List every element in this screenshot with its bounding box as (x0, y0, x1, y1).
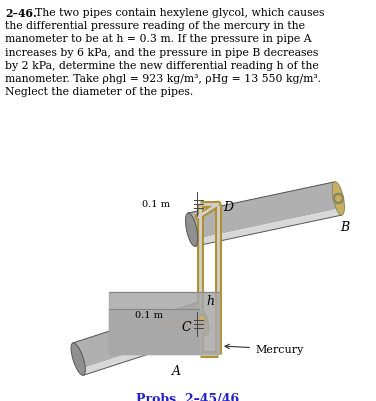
Text: h: h (206, 294, 214, 307)
Circle shape (333, 194, 343, 204)
Text: Probs. 2–45/46: Probs. 2–45/46 (136, 392, 240, 401)
Text: A: A (172, 365, 181, 378)
Text: 0.1 m: 0.1 m (135, 311, 163, 320)
Text: the differential pressure reading of the mercury in the: the differential pressure reading of the… (5, 21, 305, 31)
Polygon shape (81, 329, 207, 375)
Text: C: C (181, 321, 191, 334)
Text: 2–46.: 2–46. (5, 8, 37, 19)
Circle shape (197, 314, 207, 324)
Text: Mercury: Mercury (225, 344, 303, 354)
Text: by 2 kPa, determine the new differential reading h of the: by 2 kPa, determine the new differential… (5, 61, 319, 71)
Text: 0.1 m: 0.1 m (142, 200, 170, 209)
Polygon shape (188, 182, 337, 222)
Text: B: B (340, 221, 349, 234)
Polygon shape (73, 303, 205, 369)
Ellipse shape (332, 182, 344, 215)
Polygon shape (188, 182, 341, 240)
Polygon shape (109, 292, 219, 354)
Ellipse shape (185, 213, 198, 247)
Ellipse shape (195, 303, 209, 335)
Text: increases by 6 kPa, and the pressure in pipe B decreases: increases by 6 kPa, and the pressure in … (5, 47, 318, 57)
Text: manometer. Take ρhgl = 923 kg/m³, ρHg = 13 550 kg/m³.: manometer. Take ρhgl = 923 kg/m³, ρHg = … (5, 74, 321, 84)
Text: manometer to be at h = 0.3 m. If the pressure in pipe A: manometer to be at h = 0.3 m. If the pre… (5, 34, 312, 44)
Text: Neglect the diameter of the pipes.: Neglect the diameter of the pipes. (5, 87, 193, 97)
Polygon shape (194, 209, 342, 247)
Text: The two pipes contain hexylene glycol, which causes: The two pipes contain hexylene glycol, w… (28, 8, 324, 18)
Text: D: D (223, 201, 233, 214)
Circle shape (336, 196, 341, 201)
Circle shape (199, 316, 205, 322)
Polygon shape (109, 309, 199, 354)
Ellipse shape (71, 343, 85, 375)
Polygon shape (73, 303, 199, 351)
